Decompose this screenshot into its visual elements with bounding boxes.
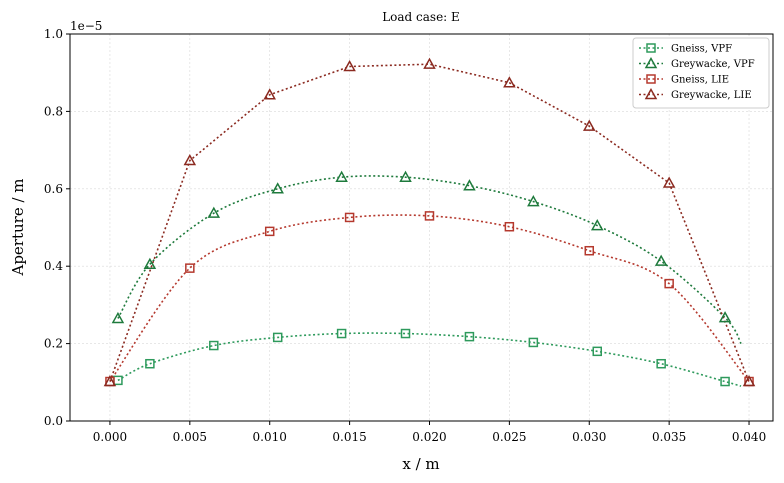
data-point-marker <box>336 328 347 339</box>
data-point-marker <box>103 374 117 387</box>
data-point-marker <box>209 340 219 351</box>
series-line <box>109 214 750 383</box>
x-tick-label: 0.015 <box>332 430 366 444</box>
data-point-marker <box>185 263 195 273</box>
x-axis: 0.000 0.005 0.010 0.015 0.020 0.025 0.030 0.035… <box>93 421 766 444</box>
data-point-marker <box>424 211 435 221</box>
data-point-marker <box>423 57 436 69</box>
data-point-marker <box>718 311 732 323</box>
data-point-marker <box>503 76 516 88</box>
x-tick-label: 0.035 <box>652 430 686 444</box>
data-point-marker <box>143 257 157 270</box>
x-tick-label: 0.010 <box>253 430 287 444</box>
legend: Gneiss, VPF Greywacke, VPF Gneiss, LIE Grey… <box>632 37 770 109</box>
legend-entry-label: Greywacke, VPF <box>671 59 755 70</box>
y-scale-label: 1e−5 <box>70 19 102 33</box>
series-markers <box>103 57 756 387</box>
data-point-marker <box>344 212 355 223</box>
y-tick-label: 0.2 <box>44 337 63 351</box>
legend-entry-label: Gneiss, VPF <box>671 44 732 55</box>
x-tick-label: 0.000 <box>93 430 127 444</box>
data-point-marker <box>528 337 539 348</box>
data-point-marker <box>742 374 756 387</box>
data-point-marker <box>592 346 602 357</box>
data-point-marker <box>504 221 515 232</box>
x-tick-label: 0.025 <box>492 430 526 444</box>
data-point-marker <box>272 332 283 343</box>
data-point-marker <box>264 226 275 237</box>
x-tick-label: 0.040 <box>732 430 766 444</box>
data-point-marker <box>664 278 674 289</box>
data-point-marker <box>145 358 155 369</box>
data-point-marker <box>720 376 730 387</box>
x-tick-label: 0.030 <box>572 430 606 444</box>
plot-area-frame <box>69 33 774 422</box>
data-point-marker <box>656 358 666 369</box>
data-point-marker <box>463 179 476 191</box>
legend-marker <box>646 43 656 53</box>
y-tick-label: 0.6 <box>44 182 63 196</box>
legend-entry-label: Greywacke, LIE <box>671 90 752 101</box>
y-tick-label: 0.4 <box>44 259 63 273</box>
legend-box <box>632 37 770 109</box>
data-point-marker <box>464 331 475 342</box>
series-lines <box>109 63 750 387</box>
x-tick-label: 0.005 <box>173 430 207 444</box>
data-point-marker <box>527 195 540 207</box>
legend-marker <box>644 87 658 100</box>
x-axis-label: x / m <box>402 455 439 473</box>
y-axis: 0.0 0.2 0.4 0.6 0.8 1.0 <box>44 27 70 428</box>
data-point-marker <box>662 176 676 188</box>
y-tick-label: 0.0 <box>44 414 63 428</box>
y-axis-label: Aperture / m <box>9 178 27 276</box>
data-point-marker <box>343 59 356 72</box>
data-point-marker <box>183 154 197 166</box>
legend-marker <box>644 56 658 69</box>
data-point-marker <box>263 88 276 100</box>
chart-title: Load case: E <box>382 10 460 24</box>
y-tick-label: 1.0 <box>44 27 63 41</box>
data-point-marker <box>654 254 668 266</box>
data-point-marker <box>335 170 348 182</box>
data-point-marker <box>584 245 595 256</box>
data-point-marker <box>590 219 604 231</box>
data-point-marker <box>399 170 412 182</box>
legend-entry-label: Gneiss, LIE <box>671 75 729 86</box>
data-point-marker <box>207 206 221 218</box>
legend-marker <box>646 74 656 84</box>
data-point-marker <box>582 119 596 131</box>
data-point-marker <box>271 182 284 194</box>
data-point-marker <box>111 311 125 324</box>
y-tick-label: 0.8 <box>44 104 63 118</box>
x-tick-label: 0.020 <box>412 430 446 444</box>
data-point-marker <box>400 328 411 339</box>
